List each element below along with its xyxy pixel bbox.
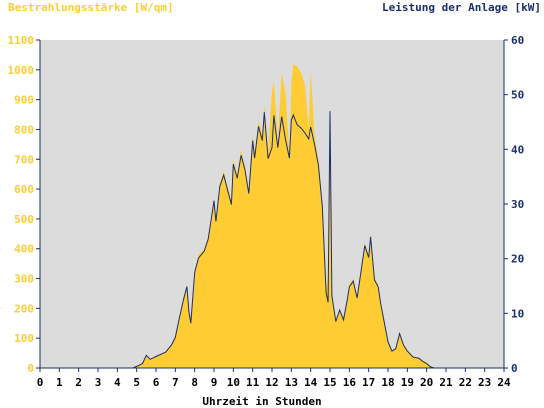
x-tick-label: 6 — [153, 376, 160, 389]
x-tick-label: 22 — [459, 376, 472, 389]
x-tick-label: 7 — [172, 376, 179, 389]
x-tick-label: 19 — [401, 376, 414, 389]
x-tick-label: 16 — [343, 376, 357, 389]
y-left-tick-label: 0 — [27, 362, 34, 375]
ticks-layer: 0 1 2 3 4 5 6 7 8 9 10 11 12 13 14 15 16 17 18 19 20 21 22 23 24… — [8, 34, 525, 389]
x-tick-label: 3 — [95, 376, 102, 389]
x-tick-label: 15 — [323, 376, 336, 389]
y-right-tick-label: 0 — [511, 362, 518, 375]
y-left-tick-label: 900 — [14, 94, 34, 107]
left-axis-title: Bestrahlungsstärke [W/qm] — [8, 1, 174, 14]
y-left-tick-label: 500 — [14, 213, 34, 226]
y-left-tick-label: 1000 — [8, 64, 35, 77]
y-right-tick-label: 30 — [511, 198, 524, 211]
y-left-tick-label: 1100 — [8, 34, 35, 47]
x-tick-label: 1 — [56, 376, 63, 389]
x-axis-label: Uhrzeit in Stunden — [202, 395, 321, 408]
x-tick-label: 14 — [304, 376, 318, 389]
x-tick-label: 8 — [191, 376, 198, 389]
power-line — [40, 111, 504, 369]
y-right-tick-label: 50 — [511, 89, 524, 102]
x-tick-label: 20 — [420, 376, 433, 389]
y-left-tick-label: 300 — [14, 273, 34, 286]
x-tick-label: 10 — [227, 376, 240, 389]
y-left-tick-label: 700 — [14, 153, 34, 166]
x-tick-label: 11 — [246, 376, 260, 389]
x-tick-label: 0 — [37, 376, 44, 389]
x-tick-label: 12 — [265, 376, 278, 389]
x-tick-label: 13 — [285, 376, 298, 389]
x-tick-label: 17 — [362, 376, 375, 389]
right-axis-title: Leistung der Anlage [kW] — [382, 1, 541, 14]
y-left-tick-label: 600 — [14, 183, 34, 196]
y-left-tick-label: 200 — [14, 302, 34, 315]
x-tick-label: 2 — [75, 376, 82, 389]
x-tick-label: 18 — [381, 376, 394, 389]
y-right-tick-label: 10 — [511, 307, 524, 320]
y-right-tick-label: 40 — [511, 143, 524, 156]
x-tick-label: 5 — [133, 376, 140, 389]
x-tick-label: 4 — [114, 376, 121, 389]
y-left-tick-label: 400 — [14, 243, 34, 256]
y-right-tick-label: 20 — [511, 253, 524, 266]
x-tick-label: 9 — [211, 376, 218, 389]
x-tick-label: 24 — [497, 376, 511, 389]
series-layer — [40, 63, 504, 369]
x-tick-label: 23 — [478, 376, 491, 389]
y-left-tick-label: 800 — [14, 123, 34, 136]
y-right-tick-label: 60 — [511, 34, 524, 47]
x-tick-label: 21 — [439, 376, 453, 389]
y-left-tick-label: 100 — [14, 332, 34, 345]
irradiance-area — [40, 63, 504, 369]
